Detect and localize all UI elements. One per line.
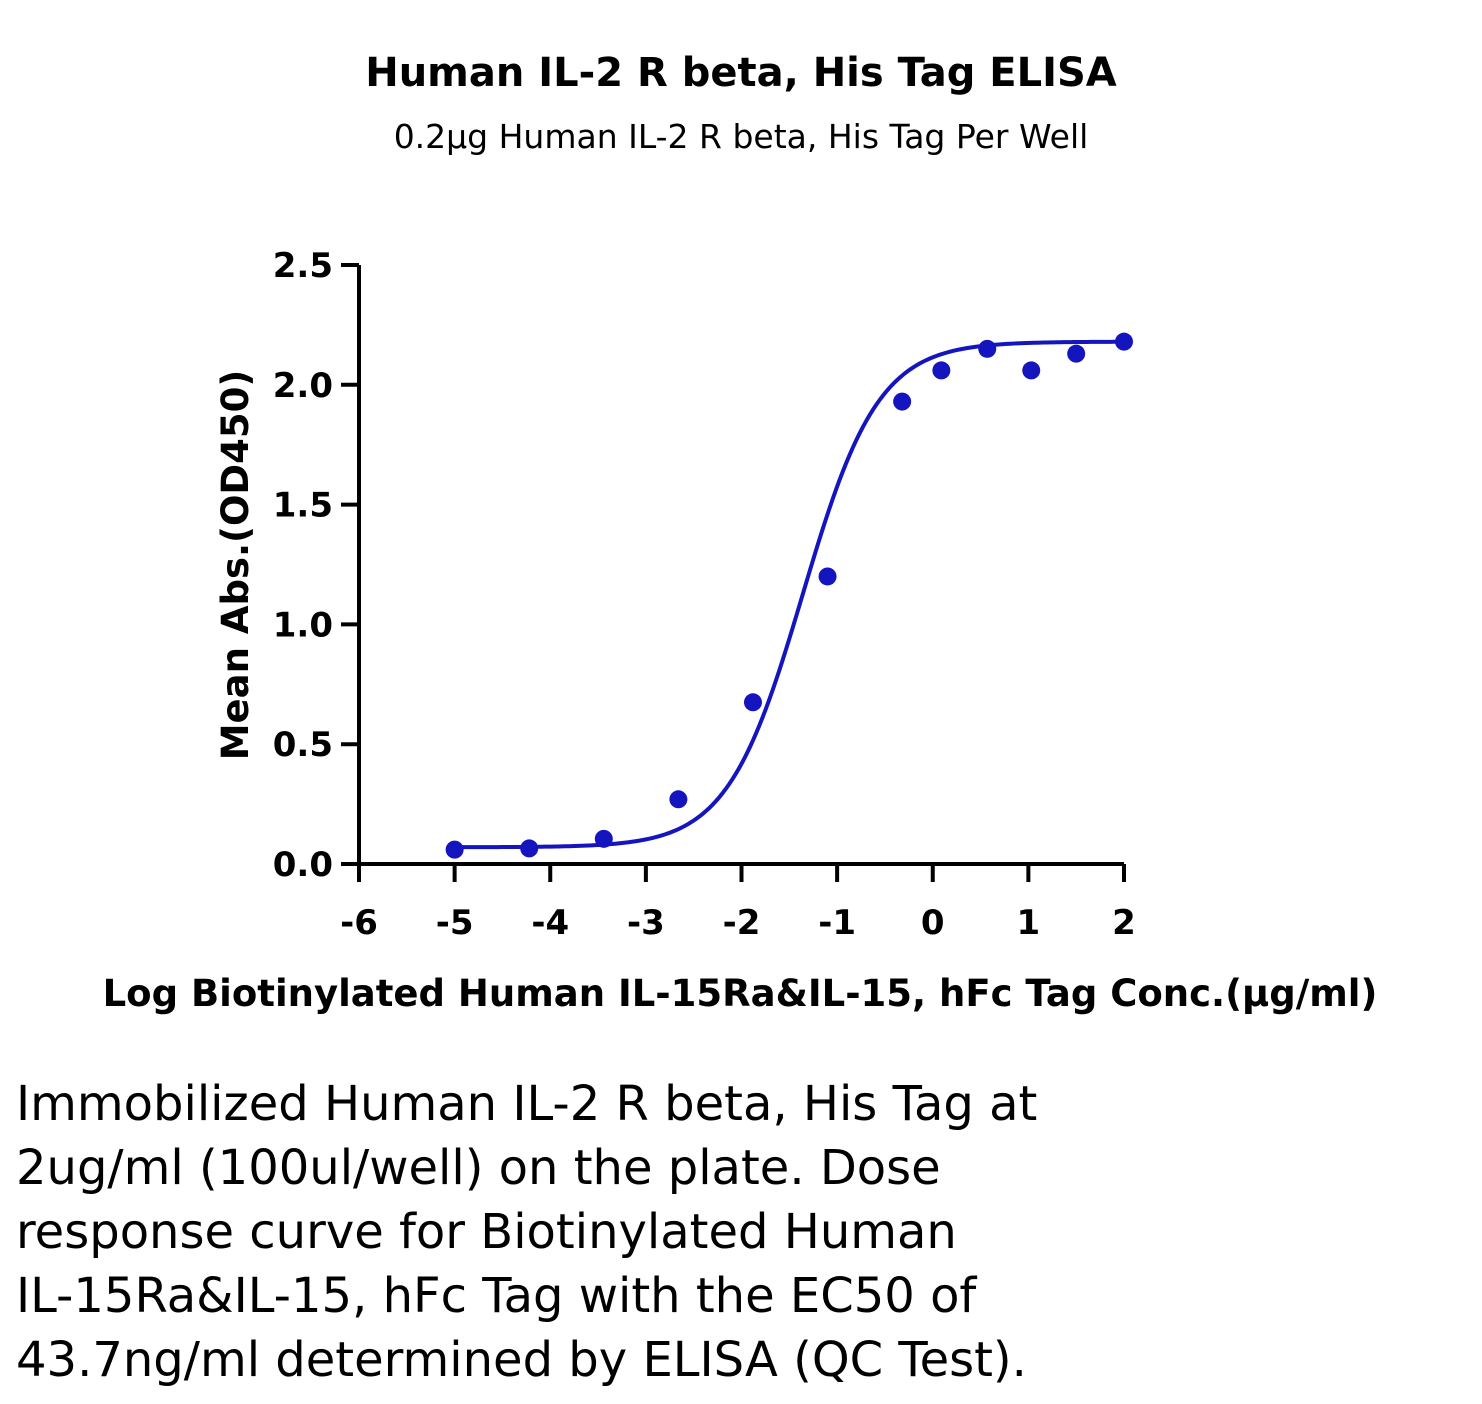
tick-labels: -6 -5 -4 -3 -2 -1 0 1 2 0.0 0.5 1.0 1.5 2.0 2.5 bbox=[273, 246, 1136, 943]
data-point bbox=[445, 840, 464, 859]
x-tick-label: 1 bbox=[1017, 903, 1041, 943]
axes bbox=[341, 263, 1126, 882]
data-point bbox=[594, 829, 613, 848]
data-point bbox=[818, 567, 837, 586]
caption-line: 2ug/ml (100ul/well) on the plate. Dose bbox=[16, 1140, 941, 1196]
y-tick-label: 0.5 bbox=[273, 725, 333, 765]
chart-subtitle: 0.2µg Human IL-2 R beta, His Tag Per Wel… bbox=[393, 117, 1089, 156]
x-axis-label: Log Biotinylated Human IL-15Ra&IL-15, hF… bbox=[103, 972, 1378, 1015]
y-tick-label: 1.5 bbox=[273, 486, 333, 526]
x-tick-label: -4 bbox=[531, 903, 569, 943]
caption-line: response curve for Biotinylated Human bbox=[16, 1204, 957, 1260]
data-points bbox=[445, 332, 1133, 859]
x-tick-label: -3 bbox=[627, 903, 665, 943]
data-point bbox=[1022, 361, 1041, 380]
data-point bbox=[743, 693, 762, 712]
data-point bbox=[1067, 344, 1086, 363]
figure-caption: Immobilized Human IL-2 R beta, His Tag a… bbox=[16, 1072, 1456, 1392]
plot-area: -6 -5 -4 -3 -2 -1 0 1 2 0.0 0.5 1.0 1.5 2.0 2.5 Log Bi… bbox=[103, 246, 1378, 1015]
y-axis-label: Mean Abs.(OD450) bbox=[214, 370, 257, 761]
y-tick-label: 2.0 bbox=[273, 366, 333, 406]
x-tick-label: 2 bbox=[1112, 903, 1136, 943]
caption-line: 43.7ng/ml determined by ELISA (QC Test). bbox=[16, 1332, 1027, 1388]
chart-title: Human IL-2 R beta, His Tag ELISA bbox=[365, 50, 1117, 96]
y-tick-label: 0.0 bbox=[273, 845, 333, 885]
data-point bbox=[669, 790, 688, 809]
y-tick-label: 1.0 bbox=[273, 605, 333, 645]
x-tick-label: -6 bbox=[340, 903, 378, 943]
x-tick-label: -1 bbox=[818, 903, 856, 943]
data-point bbox=[520, 839, 539, 858]
data-point bbox=[978, 339, 997, 358]
caption-line: Immobilized Human IL-2 R beta, His Tag a… bbox=[16, 1076, 1038, 1132]
caption-line: IL-15Ra&IL-15, hFc Tag with the EC50 of bbox=[16, 1268, 977, 1324]
x-tick-label: 0 bbox=[921, 903, 945, 943]
x-tick-label: -5 bbox=[436, 903, 474, 943]
data-point bbox=[1115, 332, 1133, 351]
data-point bbox=[893, 392, 912, 411]
fit-curve bbox=[454, 339, 1125, 850]
x-tick-label: -2 bbox=[723, 903, 761, 943]
data-point bbox=[932, 361, 951, 380]
y-tick-label: 2.5 bbox=[273, 246, 333, 286]
